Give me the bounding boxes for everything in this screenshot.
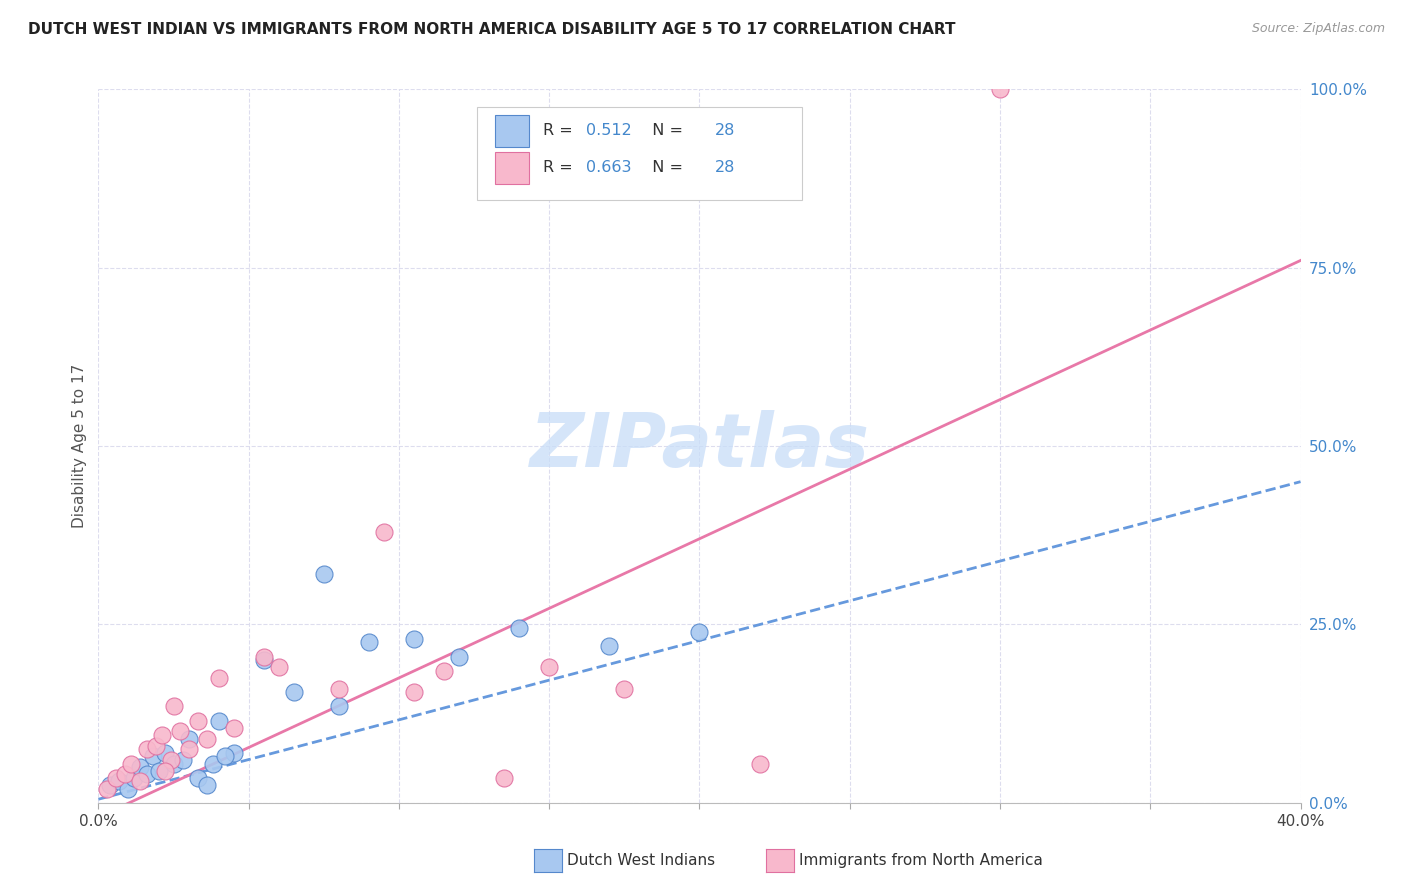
Point xyxy=(187,771,209,785)
Point xyxy=(328,681,350,696)
Point xyxy=(214,749,236,764)
FancyBboxPatch shape xyxy=(495,114,529,146)
Text: Immigrants from North America: Immigrants from North America xyxy=(799,854,1042,868)
Point xyxy=(169,724,191,739)
Point xyxy=(187,714,209,728)
Point xyxy=(283,685,305,699)
Point xyxy=(402,685,425,699)
Point xyxy=(177,731,200,746)
Point xyxy=(328,699,350,714)
Text: 28: 28 xyxy=(716,123,735,138)
Point xyxy=(148,764,170,778)
Point xyxy=(141,749,163,764)
Point xyxy=(108,774,131,789)
Point xyxy=(100,778,122,792)
FancyBboxPatch shape xyxy=(477,107,801,200)
Point xyxy=(153,764,176,778)
FancyBboxPatch shape xyxy=(495,152,529,184)
Text: R =: R = xyxy=(543,123,578,138)
Point xyxy=(598,639,620,653)
Point xyxy=(208,714,231,728)
Point xyxy=(135,767,157,781)
Point xyxy=(145,739,167,753)
Point xyxy=(373,524,395,539)
Text: 0.663: 0.663 xyxy=(586,161,631,175)
Text: R =: R = xyxy=(543,161,578,175)
Text: N =: N = xyxy=(641,123,688,138)
Point xyxy=(538,660,561,674)
Point xyxy=(96,781,118,796)
Point xyxy=(357,635,380,649)
Point xyxy=(159,753,181,767)
Point xyxy=(195,731,218,746)
Point xyxy=(117,781,139,796)
Point xyxy=(433,664,456,678)
Point xyxy=(267,660,290,674)
Point xyxy=(124,771,146,785)
Text: ZIPatlas: ZIPatlas xyxy=(530,409,869,483)
Text: 28: 28 xyxy=(716,161,735,175)
Y-axis label: Disability Age 5 to 17: Disability Age 5 to 17 xyxy=(72,364,87,528)
Point xyxy=(172,753,194,767)
Point xyxy=(195,778,218,792)
Point xyxy=(162,756,184,771)
Point xyxy=(129,774,152,789)
Point xyxy=(222,746,245,760)
Point xyxy=(201,756,224,771)
Text: Source: ZipAtlas.com: Source: ZipAtlas.com xyxy=(1251,22,1385,36)
Point xyxy=(402,632,425,646)
Point xyxy=(177,742,200,756)
Point xyxy=(508,621,530,635)
Point xyxy=(253,649,276,664)
Point xyxy=(129,760,152,774)
Point xyxy=(447,649,470,664)
Point xyxy=(105,771,128,785)
Point xyxy=(312,567,335,582)
Point xyxy=(153,746,176,760)
Point xyxy=(222,721,245,735)
Text: 0.512: 0.512 xyxy=(586,123,633,138)
Point xyxy=(253,653,276,667)
Point xyxy=(162,699,184,714)
Text: DUTCH WEST INDIAN VS IMMIGRANTS FROM NORTH AMERICA DISABILITY AGE 5 TO 17 CORREL: DUTCH WEST INDIAN VS IMMIGRANTS FROM NOR… xyxy=(28,22,956,37)
Text: Dutch West Indians: Dutch West Indians xyxy=(567,854,714,868)
Point xyxy=(748,756,770,771)
Text: N =: N = xyxy=(641,161,688,175)
Point xyxy=(613,681,636,696)
Point xyxy=(988,82,1011,96)
Point xyxy=(689,624,711,639)
Point xyxy=(494,771,516,785)
Point xyxy=(121,756,143,771)
Point xyxy=(135,742,157,756)
Point xyxy=(114,767,136,781)
Point xyxy=(150,728,173,742)
Point xyxy=(208,671,231,685)
